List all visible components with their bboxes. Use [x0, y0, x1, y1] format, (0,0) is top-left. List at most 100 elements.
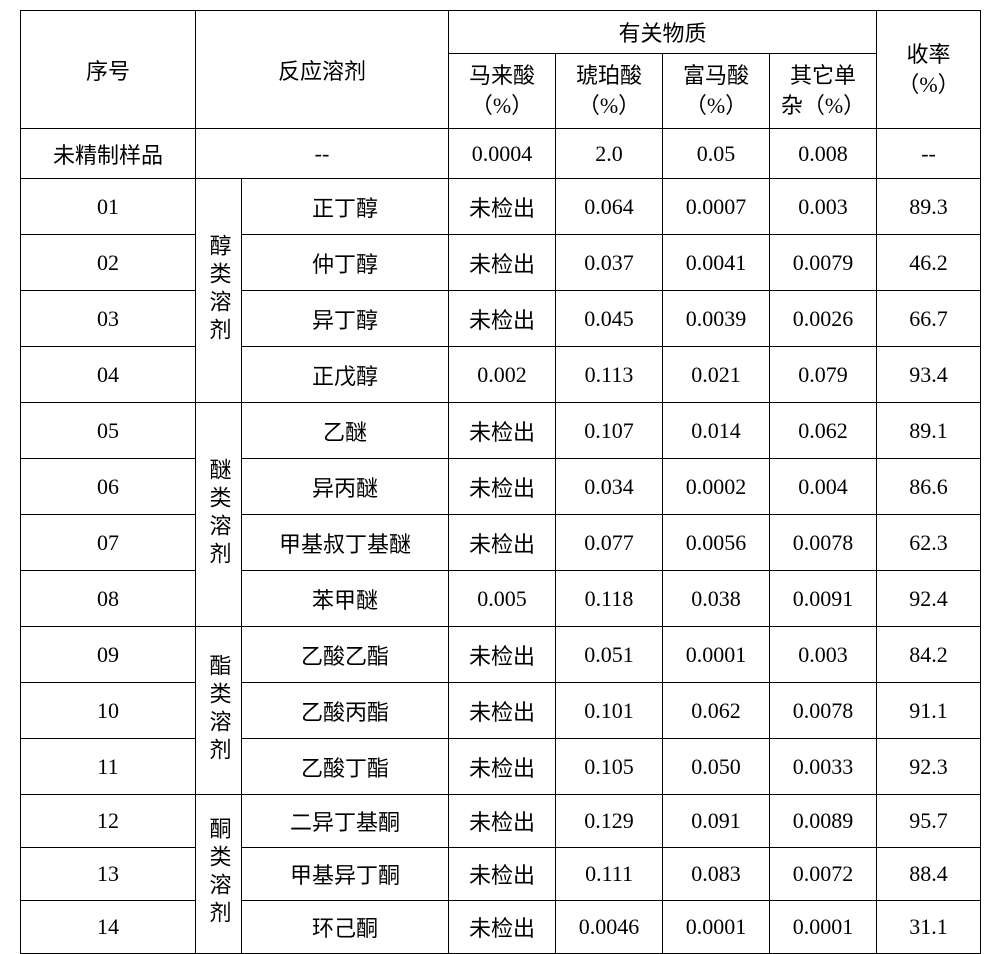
- cat-ester: 酯类溶剂: [196, 627, 242, 795]
- hdr-solvent: 反应溶剂: [196, 11, 449, 129]
- cell-seq: 10: [21, 683, 196, 739]
- hdr-fumaric-l1: 富马酸: [683, 63, 749, 88]
- cell-fumaric: 0.050: [663, 739, 770, 795]
- cell-other: 0.0026: [770, 291, 877, 347]
- cell-fumaric: 0.062: [663, 683, 770, 739]
- cell-seq: 03: [21, 291, 196, 347]
- hdr-related: 有关物质: [449, 11, 877, 54]
- table-row: 05 醚类溶剂 乙醚 未检出 0.107 0.014 0.062 89.1: [21, 403, 981, 459]
- ref-maleic: 0.0004: [449, 129, 556, 179]
- cell-seq: 14: [21, 901, 196, 954]
- cat-ester-label: 酯类溶剂: [208, 650, 230, 766]
- cell-yield: 89.1: [877, 403, 981, 459]
- hdr-succinic-l2: （%）: [578, 93, 640, 118]
- cell-yield: 92.4: [877, 571, 981, 627]
- cell-succinic: 0.105: [556, 739, 663, 795]
- cell-other: 0.0091: [770, 571, 877, 627]
- ref-row: 未精制样品 -- 0.0004 2.0 0.05 0.008 --: [21, 129, 981, 179]
- cell-seq: 06: [21, 459, 196, 515]
- cell-maleic: 未检出: [449, 179, 556, 235]
- cat-alcohol-label: 醇类溶剂: [208, 230, 230, 346]
- cell-solv: 正戊醇: [242, 347, 449, 403]
- cell-maleic: 未检出: [449, 848, 556, 901]
- cell-fumaric: 0.021: [663, 347, 770, 403]
- cell-seq: 01: [21, 179, 196, 235]
- cell-solv: 环己酮: [242, 901, 449, 954]
- cell-yield: 88.4: [877, 848, 981, 901]
- table-row: 13 甲基异丁酮 未检出 0.111 0.083 0.0072 88.4: [21, 848, 981, 901]
- cell-maleic: 未检出: [449, 515, 556, 571]
- cell-maleic: 0.005: [449, 571, 556, 627]
- cell-seq: 08: [21, 571, 196, 627]
- cell-succinic: 0.0046: [556, 901, 663, 954]
- cell-succinic: 0.064: [556, 179, 663, 235]
- cell-succinic: 0.051: [556, 627, 663, 683]
- cell-maleic: 未检出: [449, 291, 556, 347]
- cell-other: 0.0078: [770, 683, 877, 739]
- ref-yield: --: [877, 129, 981, 179]
- cell-succinic: 0.129: [556, 795, 663, 848]
- hdr-succinic: 琥珀酸 （%）: [556, 54, 663, 129]
- cell-yield: 93.4: [877, 347, 981, 403]
- cell-solv: 二异丁基酮: [242, 795, 449, 848]
- table-row: 08 苯甲醚 0.005 0.118 0.038 0.0091 92.4: [21, 571, 981, 627]
- cell-fumaric: 0.038: [663, 571, 770, 627]
- hdr-other: 其它单 杂（%）: [770, 54, 877, 129]
- cell-succinic: 0.111: [556, 848, 663, 901]
- hdr-yield: 收率 （%）: [877, 11, 981, 129]
- hdr-yield-l2: （%）: [897, 72, 959, 97]
- cell-succinic: 0.077: [556, 515, 663, 571]
- cell-fumaric: 0.0056: [663, 515, 770, 571]
- cell-yield: 89.3: [877, 179, 981, 235]
- cell-other: 0.004: [770, 459, 877, 515]
- cell-succinic: 0.034: [556, 459, 663, 515]
- table-row: 10 乙酸丙酯 未检出 0.101 0.062 0.0078 91.1: [21, 683, 981, 739]
- cell-succinic: 0.101: [556, 683, 663, 739]
- table-row: 06 异丙醚 未检出 0.034 0.0002 0.004 86.6: [21, 459, 981, 515]
- hdr-maleic-l2: （%）: [471, 93, 533, 118]
- cell-succinic: 0.045: [556, 291, 663, 347]
- cell-fumaric: 0.083: [663, 848, 770, 901]
- table-row: 07 甲基叔丁基醚 未检出 0.077 0.0056 0.0078 62.3: [21, 515, 981, 571]
- cell-fumaric: 0.0041: [663, 235, 770, 291]
- cell-yield: 95.7: [877, 795, 981, 848]
- ref-solvent: --: [196, 129, 449, 179]
- cell-yield: 86.6: [877, 459, 981, 515]
- cell-yield: 46.2: [877, 235, 981, 291]
- ref-label: 未精制样品: [21, 129, 196, 179]
- cell-fumaric: 0.014: [663, 403, 770, 459]
- table-row: 01 醇类溶剂 正丁醇 未检出 0.064 0.0007 0.003 89.3: [21, 179, 981, 235]
- ref-fumaric: 0.05: [663, 129, 770, 179]
- table-row: 14 环己酮 未检出 0.0046 0.0001 0.0001 31.1: [21, 901, 981, 954]
- header-row-1: 序号 反应溶剂 有关物质 收率 （%）: [21, 11, 981, 54]
- cell-maleic: 未检出: [449, 627, 556, 683]
- hdr-seq: 序号: [21, 11, 196, 129]
- cell-seq: 04: [21, 347, 196, 403]
- solvent-table: 序号 反应溶剂 有关物质 收率 （%） 马来酸 （%） 琥珀酸 （%） 富马酸 …: [20, 10, 981, 954]
- ref-other: 0.008: [770, 129, 877, 179]
- cell-yield: 91.1: [877, 683, 981, 739]
- cell-solv: 仲丁醇: [242, 235, 449, 291]
- cell-seq: 07: [21, 515, 196, 571]
- cell-solv: 乙酸丁酯: [242, 739, 449, 795]
- cell-yield: 92.3: [877, 739, 981, 795]
- table-row: 12 酮类溶剂 二异丁基酮 未检出 0.129 0.091 0.0089 95.…: [21, 795, 981, 848]
- cell-other: 0.079: [770, 347, 877, 403]
- hdr-succinic-l1: 琥珀酸: [576, 63, 642, 88]
- cell-other: 0.0078: [770, 515, 877, 571]
- cell-maleic: 未检出: [449, 235, 556, 291]
- cell-fumaric: 0.0001: [663, 901, 770, 954]
- cell-seq: 02: [21, 235, 196, 291]
- cell-succinic: 0.118: [556, 571, 663, 627]
- hdr-maleic-l1: 马来酸: [469, 63, 535, 88]
- cell-succinic: 0.113: [556, 347, 663, 403]
- cell-yield: 62.3: [877, 515, 981, 571]
- cell-solv: 异丁醇: [242, 291, 449, 347]
- table-row: 03 异丁醇 未检出 0.045 0.0039 0.0026 66.7: [21, 291, 981, 347]
- cell-succinic: 0.037: [556, 235, 663, 291]
- cell-solv: 甲基异丁酮: [242, 848, 449, 901]
- table-row: 11 乙酸丁酯 未检出 0.105 0.050 0.0033 92.3: [21, 739, 981, 795]
- hdr-other-l1: 其它单: [790, 63, 856, 88]
- cell-seq: 09: [21, 627, 196, 683]
- hdr-fumaric-l2: （%）: [685, 93, 747, 118]
